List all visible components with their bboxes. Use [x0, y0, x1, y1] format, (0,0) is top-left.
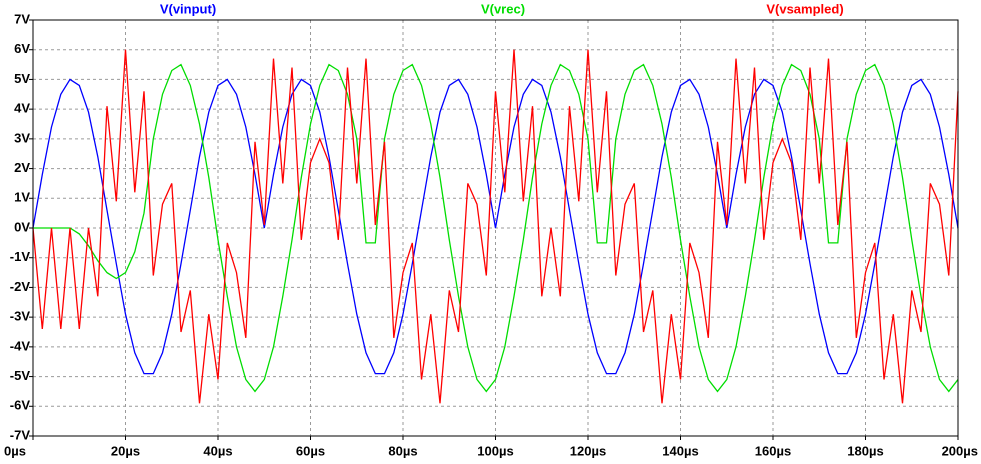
x-tick-label: 180µs — [847, 443, 883, 458]
plot-frame — [32, 19, 959, 437]
x-tick-label: 200µs — [942, 443, 978, 458]
y-tick-label: 2V — [14, 160, 30, 175]
x-tick-label: 40µs — [203, 443, 232, 458]
x-tick-label: 140µs — [662, 443, 698, 458]
y-tick-label: 5V — [14, 71, 30, 86]
x-tick-label: 20µs — [111, 443, 140, 458]
x-tick-label: 100µs — [477, 443, 513, 458]
series-line — [32, 78, 959, 375]
y-tick-label: -4V — [10, 338, 31, 353]
legend-label: V(vrec) — [481, 1, 525, 16]
y-tick-label: -2V — [10, 279, 31, 294]
y-tick-label: 3V — [14, 130, 30, 145]
legend-label: V(vsampled) — [766, 1, 843, 16]
y-tick-label: -7V — [10, 427, 31, 442]
x-tick-label: 160µs — [755, 443, 791, 458]
x-tick-label: 0µs — [4, 443, 26, 458]
y-tick-label: 7V — [14, 11, 30, 26]
y-tick-label: 4V — [14, 101, 30, 116]
y-tick-label: 6V — [14, 41, 30, 56]
x-tick-label: 60µs — [296, 443, 325, 458]
x-tick-label: 120µs — [570, 443, 606, 458]
series-line — [33, 63, 959, 393]
y-tick-label: 1V — [14, 190, 30, 205]
y-tick-label: -5V — [10, 368, 31, 383]
x-tick-label: 80µs — [388, 443, 417, 458]
y-tick-label: -6V — [10, 398, 31, 413]
legend-label: V(vinput) — [160, 1, 216, 16]
y-tick-label: -3V — [10, 309, 31, 324]
y-tick-label: -1V — [10, 249, 31, 264]
series-line — [32, 49, 959, 404]
y-tick-label: 0V — [14, 219, 30, 234]
